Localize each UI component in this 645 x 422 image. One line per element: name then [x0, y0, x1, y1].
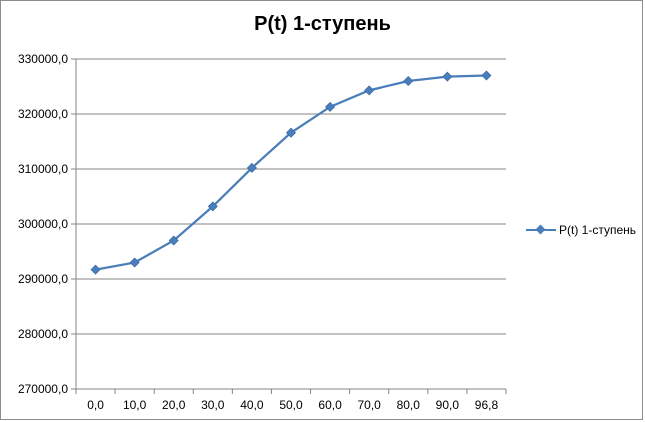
y-tick-label: 290000,0 [18, 272, 68, 286]
legend-swatch-icon [526, 224, 556, 236]
y-tick-label: 310000,0 [18, 162, 68, 176]
x-tick-label: 90,0 [436, 398, 460, 412]
x-tick-label: 80,0 [397, 398, 421, 412]
x-tick-label: 20,0 [162, 398, 186, 412]
x-tick-label: 10,0 [123, 398, 147, 412]
y-tick-label: 300000,0 [18, 217, 68, 231]
data-point-marker [168, 235, 179, 246]
x-tick-label: 96,8 [475, 398, 499, 412]
data-point-marker [364, 85, 375, 96]
data-point-marker [481, 70, 492, 81]
x-tick-label: 0,0 [87, 398, 104, 412]
grid-layer [76, 58, 506, 390]
data-point-marker [403, 75, 414, 87]
data-point-marker [325, 101, 336, 112]
data-point-marker [285, 127, 297, 138]
data-point-marker [442, 71, 453, 82]
axis-layer: 270000,0 280000,0 290000,0 300000,0 310000,0… [18, 52, 507, 412]
data-point-marker [90, 264, 101, 275]
chart-title: P(t) 1-ступень [254, 13, 391, 35]
y-tick-label: 270000,0 [18, 382, 68, 396]
data-point-marker [129, 257, 140, 268]
x-tick-label: 40,0 [240, 398, 264, 412]
y-tick-label: 330000,0 [18, 52, 68, 66]
data-point-marker [246, 162, 257, 173]
x-tick-label: 70,0 [358, 398, 382, 412]
data-point-marker [207, 201, 218, 212]
x-tick-label: 60,0 [318, 398, 342, 412]
x-tick-label: 50,0 [279, 398, 303, 412]
x-tick-label: 30,0 [201, 398, 225, 412]
y-tick-label: 320000,0 [18, 107, 68, 121]
legend-label: P(t) 1-ступень [559, 223, 637, 237]
y-tick-label: 280000,0 [18, 327, 68, 341]
series-line [95, 74, 487, 271]
series-layer [90, 70, 492, 275]
legend: P(t) 1-ступень [526, 223, 636, 237]
